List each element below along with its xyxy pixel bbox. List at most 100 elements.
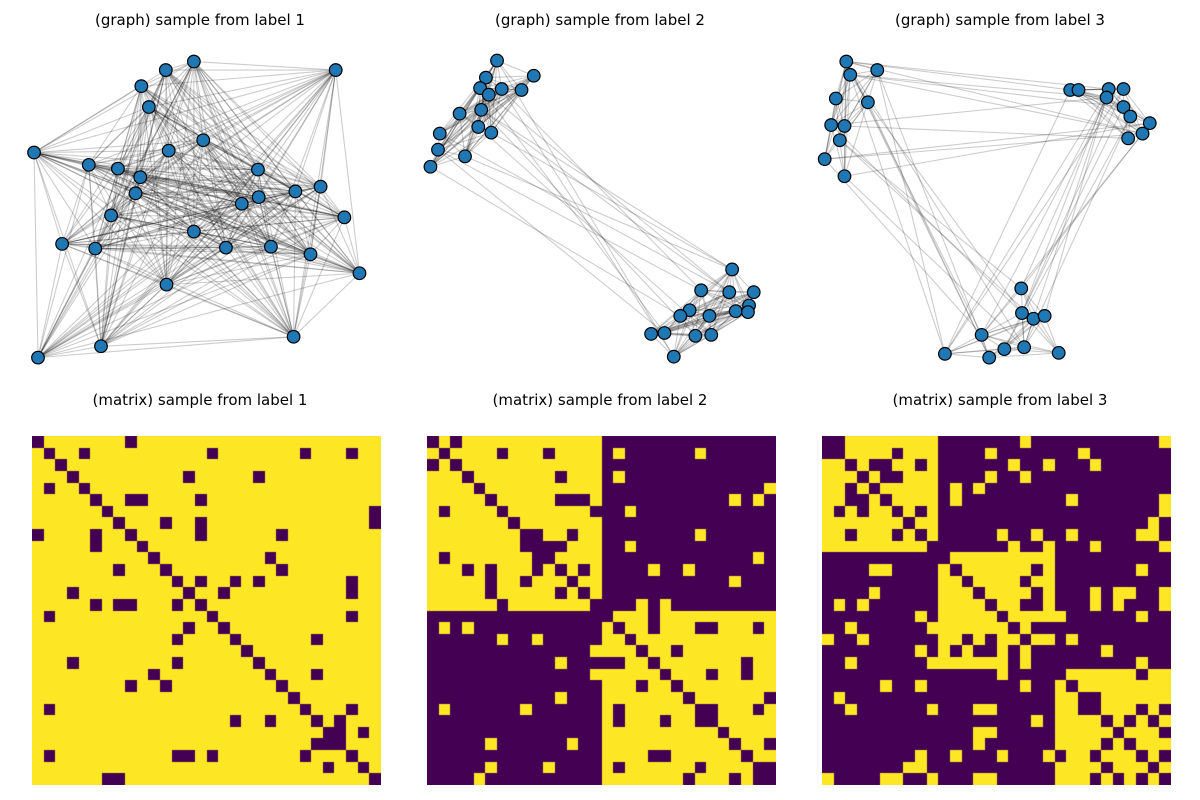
graph-edge (33, 152, 136, 194)
graph-edge (844, 69, 878, 127)
graph-edge (110, 168, 119, 216)
graph-edge (439, 133, 730, 293)
graph-edge (33, 152, 167, 286)
graph-edge (37, 284, 167, 359)
graph-edge (488, 94, 730, 293)
graph-edge (148, 106, 311, 255)
graph-edge (94, 150, 170, 249)
graph-edge (225, 247, 295, 338)
graph-node (817, 152, 832, 167)
graph-edge (981, 318, 1034, 336)
graph-edge (867, 102, 990, 358)
graph-edge (241, 203, 295, 337)
graph-edge (141, 85, 296, 192)
graph-edge (944, 89, 1071, 355)
graph-edge (480, 109, 696, 337)
graph-edge (710, 311, 749, 336)
graph-edge (100, 139, 204, 347)
graph-edge (37, 193, 137, 358)
graph-edge (61, 164, 90, 245)
graph-edge (165, 69, 345, 218)
graph-edge (202, 139, 259, 171)
graph-edge (258, 196, 311, 255)
graph-edge (111, 214, 345, 218)
graph-edge (849, 74, 946, 355)
graph-edge (140, 176, 360, 274)
graph-edge (193, 231, 360, 274)
graph-edge (694, 290, 702, 336)
graph-edge (491, 132, 733, 270)
graph-edge (37, 336, 294, 359)
graph-edge (88, 164, 195, 233)
graph-edge (850, 74, 1143, 135)
graph-edge (100, 169, 259, 347)
graph-edge (320, 69, 337, 187)
graph-node (839, 54, 854, 69)
graph-edge (1004, 348, 1059, 354)
graph-edge (61, 168, 119, 245)
graph-edge (1123, 88, 1151, 124)
graph-edge (479, 87, 665, 334)
graph-node (824, 118, 839, 132)
graph-edge (193, 169, 259, 232)
graph-edge (193, 69, 337, 232)
graph-edge (117, 168, 258, 171)
graph-edge (293, 272, 360, 338)
graph-edge (335, 70, 361, 274)
graph-edge (166, 247, 227, 286)
graph-node (264, 239, 278, 254)
graph-edge (88, 164, 272, 248)
graph-node (286, 329, 301, 344)
graph-edge (165, 69, 227, 248)
graph-edge (850, 74, 1107, 99)
graph-edge (166, 231, 195, 285)
graph-edge (1078, 89, 1129, 139)
graph-edge (148, 106, 296, 192)
graph-node (423, 159, 438, 174)
graph-edge (148, 106, 170, 151)
graph-edge (202, 139, 295, 337)
graph-edge (88, 164, 294, 338)
graph-edge (61, 196, 259, 245)
graph-edge (61, 243, 294, 338)
graph-edge (37, 196, 260, 359)
graph-node (1116, 100, 1131, 114)
graph-edge (95, 246, 271, 250)
graph-edge (168, 150, 259, 198)
graph-edge (501, 88, 702, 291)
graph-node (94, 339, 108, 354)
graph-edge (193, 61, 204, 141)
graph-edge (673, 269, 733, 357)
graph-edge (139, 106, 150, 178)
graph-edge (844, 175, 1025, 348)
graph-edge (490, 89, 522, 133)
graph-edge (480, 109, 733, 270)
graph-node (452, 106, 467, 121)
graph-edge (241, 69, 337, 205)
graph-edge (981, 334, 1025, 348)
graph-node (158, 63, 173, 77)
graph-edge (100, 216, 345, 347)
graph-edge (117, 106, 150, 169)
graph-edge (88, 164, 167, 285)
graph-edge (981, 312, 1023, 336)
graph-node (352, 266, 367, 281)
graph-node (837, 169, 852, 184)
graph-edge (270, 216, 345, 248)
graph-edge (168, 69, 336, 152)
graph-edge (139, 61, 195, 178)
graph-edge (430, 166, 681, 317)
graph-edge (202, 139, 272, 248)
graph-edge (165, 70, 170, 151)
graph-edge (193, 61, 311, 255)
graph-edge (257, 169, 311, 255)
graph-edge (139, 69, 336, 178)
graph-edge (664, 310, 736, 334)
graph-edge (100, 69, 337, 347)
matrix-title-1: (matrix) sample from label 1 (92, 391, 308, 409)
graph-edge (689, 291, 754, 311)
graph-edge (1078, 88, 1124, 91)
graph-edge (166, 190, 296, 286)
graph-edge (148, 106, 227, 248)
graph-edge (61, 169, 259, 245)
